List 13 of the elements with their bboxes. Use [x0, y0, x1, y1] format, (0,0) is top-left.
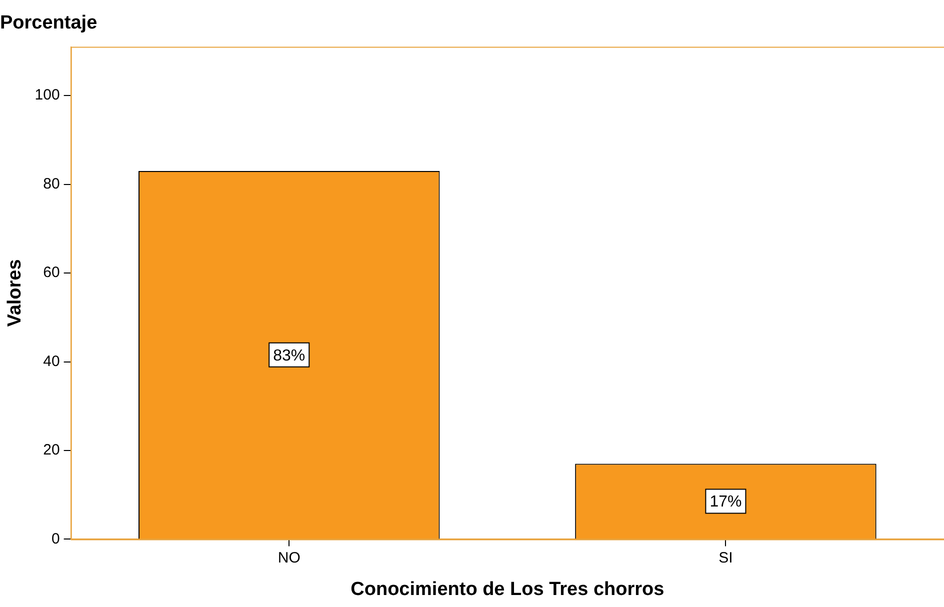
y-tick-label: 80 [43, 175, 60, 192]
y-tick-label: 60 [43, 264, 60, 282]
y-tick-label: 40 [43, 352, 60, 370]
data-label: 83% [273, 347, 306, 364]
x-tick-label: SI [718, 549, 733, 566]
y-tick-label: 0 [51, 530, 60, 548]
y-tick-label: 100 [34, 86, 60, 104]
x-axis-title: Conocimiento de Los Tres chorros [350, 578, 664, 600]
chart-title: Porcentaje [0, 12, 98, 34]
y-axis-title: Valores [4, 259, 26, 327]
data-label: 17% [710, 494, 742, 511]
y-tick-label: 20 [43, 442, 60, 459]
x-tick-label: NO [278, 549, 300, 566]
